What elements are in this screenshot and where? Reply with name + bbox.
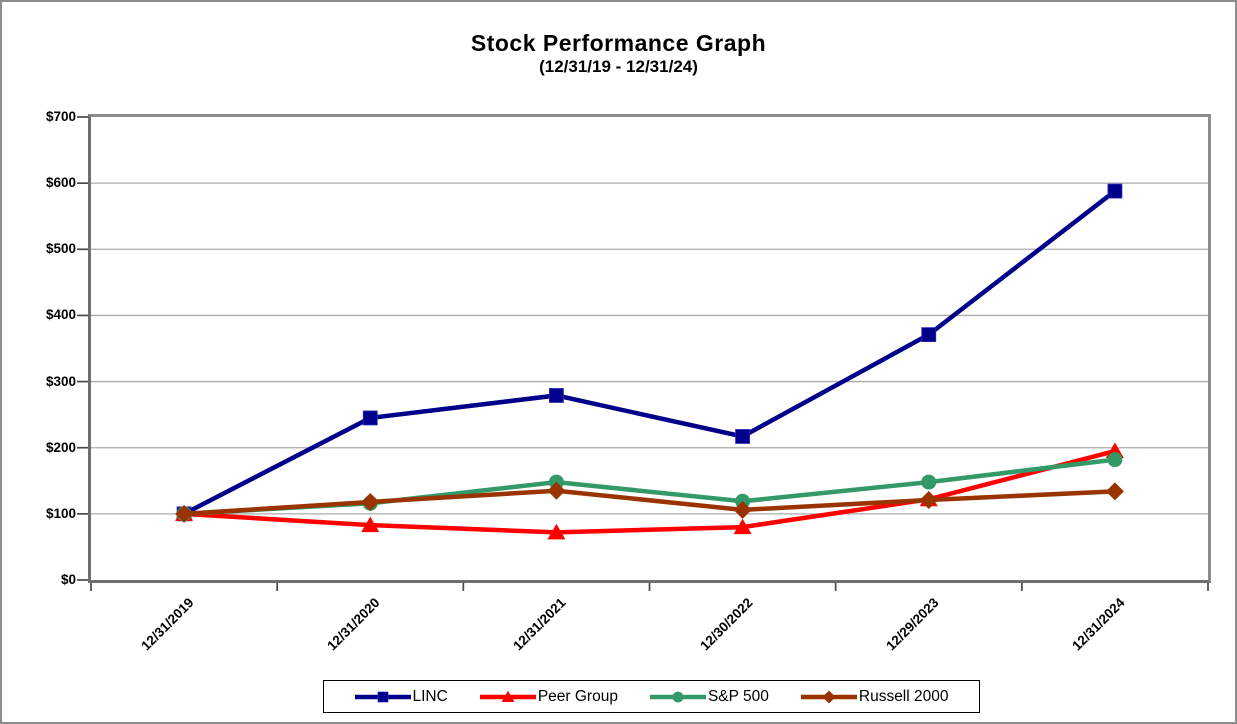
data-point-triangle [501, 690, 515, 702]
data-point-circle [1107, 452, 1123, 468]
y-axis-label: $200 [45, 439, 76, 455]
chart-subtitle: (12/31/19 - 12/31/24) [539, 57, 698, 76]
legend-circle-swatch-icon [649, 691, 706, 702]
data-point-triangle [361, 516, 380, 533]
data-point-diamond [175, 504, 194, 523]
legend-label: S&P 500 [707, 687, 769, 705]
data-point-triangle [733, 518, 752, 535]
data-point-triangle [547, 523, 566, 540]
x-axis-label: 12/29/2023 [882, 595, 942, 654]
legend-label: Russell 2000 [858, 687, 949, 705]
data-point-diamond [919, 490, 938, 509]
data-point-square [362, 410, 378, 426]
y-axis-label: $600 [45, 175, 76, 191]
data-point-square [377, 691, 388, 702]
legend-item-s-p-500: S&P 500 [649, 687, 769, 706]
legend-label: LINC [412, 687, 448, 705]
chart-title: Stock Performance Graph [470, 30, 767, 56]
x-axis-label: 12/31/2019 [138, 595, 197, 654]
y-axis-label: $500 [45, 241, 76, 257]
legend-item-russell-2000: Russell 2000 [800, 687, 949, 706]
legend-item-peer-group: Peer Group [479, 687, 618, 706]
y-axis-label: $300 [45, 373, 76, 389]
data-point-diamond [733, 500, 752, 519]
legend-square-swatch-icon [354, 691, 411, 702]
data-point-diamond [822, 690, 836, 703]
x-axis-label: 12/31/2024 [1069, 595, 1128, 654]
legend-triangle-swatch-icon [479, 690, 536, 702]
legend-diamond-swatch-icon [800, 690, 857, 703]
data-point-diamond [547, 481, 566, 500]
data-point-square [549, 388, 564, 403]
series-line-peer-group [183, 448, 1116, 535]
legend: LINC Peer Group S&P 500 Russell 2000 [323, 680, 980, 713]
plot-svg [77, 116, 1209, 591]
series-line-linc [183, 189, 1117, 516]
y-axis-label: $100 [45, 505, 76, 521]
legend-label: Peer Group [537, 687, 618, 705]
data-point-diamond [361, 492, 380, 511]
data-point-square [735, 429, 750, 444]
data-point-circle [672, 691, 684, 702]
series-line-russell-2000 [183, 488, 1116, 517]
y-axis-label: $0 [60, 572, 76, 587]
y-axis-label: $700 [45, 109, 76, 124]
y-axis-label: $400 [45, 307, 76, 323]
legend-item-linc: LINC [354, 687, 448, 706]
data-point-diamond [1105, 482, 1124, 501]
plot-area [77, 114, 1211, 591]
data-point-circle [921, 474, 937, 490]
x-axis-label: 12/31/2020 [324, 595, 383, 654]
data-point-square [1107, 183, 1123, 199]
data-point-square [921, 327, 937, 343]
x-axis-label: 12/31/2021 [510, 595, 570, 654]
x-axis-label: 12/30/2022 [696, 595, 756, 654]
